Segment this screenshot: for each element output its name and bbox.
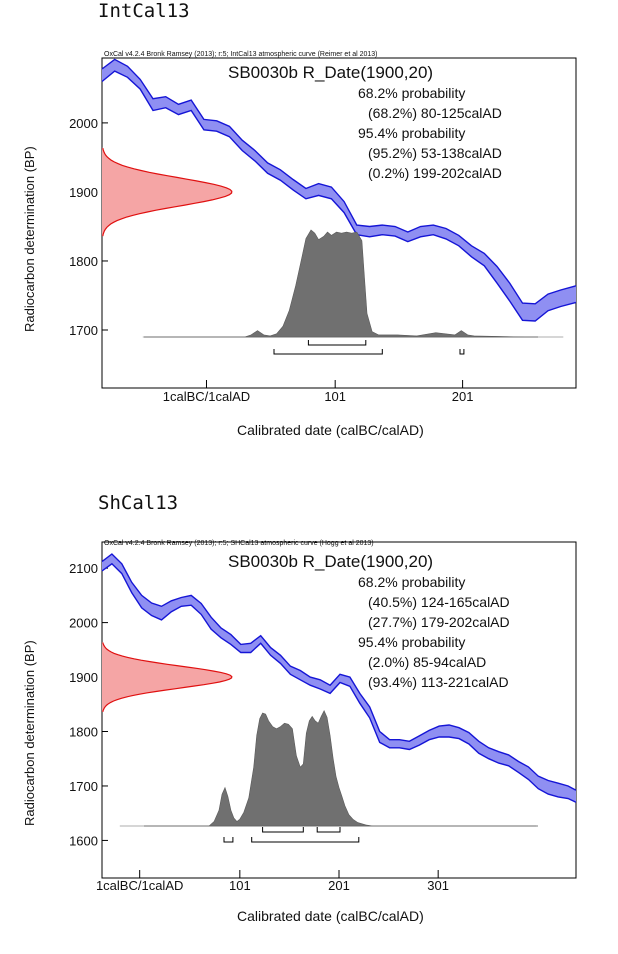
shcal-panel: ShCal13 OxCal v4.2.4 Bronk Ramsey (2013)… bbox=[0, 492, 618, 954]
probability-annotation: 68.2% probability bbox=[358, 574, 465, 590]
probability-annotation: 95.4% probability bbox=[358, 634, 465, 650]
range-68-bracket bbox=[307, 340, 367, 346]
x-tick-label: 201 bbox=[452, 389, 474, 404]
range-68-bracket bbox=[316, 827, 341, 833]
range-95-bracket bbox=[223, 837, 234, 843]
range-95-bracket bbox=[459, 349, 465, 355]
y-tick-label: 1800 bbox=[69, 254, 98, 269]
y-tick-label: 1800 bbox=[69, 725, 98, 740]
probability-annotation: 68.2% probability bbox=[358, 85, 465, 101]
probability-annotation: (27.7%) 179-202calAD bbox=[368, 614, 510, 630]
intcal-plot: 1700 1800 1900 2000 1calBC/1calAD 101 201 SB003… bbox=[69, 57, 577, 404]
measurement-distribution-outline bbox=[102, 642, 233, 713]
y-tick-label: 2000 bbox=[69, 116, 98, 131]
y-tick-label: 2100 bbox=[69, 561, 98, 576]
calibrated-distribution bbox=[142, 229, 564, 338]
plot-frame bbox=[101, 541, 577, 879]
x-axis-label: Calibrated date (calBC/calAD) bbox=[237, 908, 424, 924]
intcal-panel: IntCal13 OxCal v4.2.4 Bronk Ramsey (2013… bbox=[0, 0, 618, 470]
probability-annotation: (40.5%) 124-165calAD bbox=[368, 594, 510, 610]
range-95-bracket bbox=[251, 837, 360, 843]
y-tick-label: 1700 bbox=[69, 323, 98, 338]
probability-annotation: (68.2%) 80-125calAD bbox=[368, 105, 502, 121]
probability-annotation: (95.2%) 53-138calAD bbox=[368, 145, 502, 161]
y-tick-label: 1600 bbox=[69, 833, 98, 848]
y-tick-label: 1900 bbox=[69, 185, 98, 200]
probability-annotation: (0.2%) 199-202calAD bbox=[368, 165, 502, 181]
x-tick-label: 1calBC/1calAD bbox=[96, 878, 183, 893]
curve-credit: OxCal v4.2.4 Bronk Ramsey (2013); r:5; I… bbox=[104, 51, 378, 58]
calibrated-distribution bbox=[119, 710, 537, 827]
sample-label: SB0030b R_Date(1900,20) bbox=[228, 63, 433, 82]
probability-annotation: (93.4%) 113-221calAD bbox=[368, 674, 509, 690]
measurement-distribution-outline bbox=[102, 147, 233, 237]
x-tick-label: 101 bbox=[324, 389, 346, 404]
x-axis-label: Calibrated date (calBC/calAD) bbox=[237, 422, 424, 438]
x-tick-label: 301 bbox=[427, 878, 449, 893]
sample-label: SB0030b R_Date(1900,20) bbox=[228, 552, 433, 571]
measurement-distribution bbox=[102, 642, 232, 712]
calibration-curve-lower bbox=[101, 70, 577, 322]
curve-credit: OxCal v4.2.4 Bronk Ramsey (2013); r:5; S… bbox=[104, 540, 374, 547]
probability-annotation: 95.4% probability bbox=[358, 125, 465, 141]
y-tick-label: 1900 bbox=[69, 670, 98, 685]
calibration-curve-upper bbox=[101, 553, 577, 791]
probability-annotation: (2.0%) 85-94calAD bbox=[368, 654, 486, 670]
calibration-curve-upper bbox=[101, 58, 577, 305]
calibration-curve-band bbox=[102, 59, 576, 322]
range-68-bracket bbox=[262, 827, 304, 833]
range-95-bracket bbox=[273, 349, 383, 355]
y-tick-label: 2000 bbox=[69, 616, 98, 631]
y-tick-label: 1700 bbox=[69, 779, 98, 794]
measurement-distribution bbox=[102, 147, 232, 237]
panel-title: IntCal13 bbox=[98, 0, 190, 22]
x-tick-label: 1calBC/1calAD bbox=[163, 389, 250, 404]
x-tick-label: 101 bbox=[229, 878, 251, 893]
shcal-plot: 1600 1700 1800 1900 2000 2100 1calBC/1calAD 101… bbox=[69, 541, 577, 893]
calibration-curve-band bbox=[102, 554, 576, 803]
x-tick-label: 201 bbox=[328, 878, 350, 893]
panel-title: ShCal13 bbox=[98, 492, 179, 514]
calibration-curve-lower bbox=[101, 562, 577, 803]
